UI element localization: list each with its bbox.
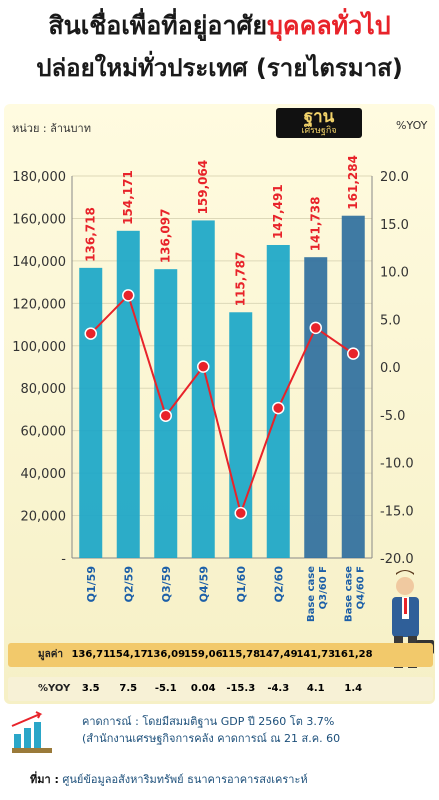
unit-label: หน่วย : ล้านบาท	[12, 122, 91, 135]
growth-bar-icon	[14, 734, 21, 748]
x-tick-label: Q3/60 F	[318, 566, 329, 609]
title-part-1: สินเชื่อเพื่อที่อยู่อาศัย	[48, 11, 268, 40]
source-line: ที่มา : ศูนย์ข้อมูลอสังหาริมทรัพย์ ธนาคา…	[30, 770, 435, 788]
forecast-note-line2: (สำนักงานเศรษฐกิจการคลัง คาดการณ์ ณ 21 ส…	[82, 732, 341, 745]
yoy-point	[234, 506, 247, 520]
businessman-tie	[404, 598, 407, 614]
yoy-row-label: %YOY	[38, 683, 71, 694]
bar-value-label: 161,284	[346, 155, 360, 210]
yoy-cell: -15.3	[226, 683, 256, 694]
title-part-highlight: บุคคลทั่วไป	[267, 11, 391, 40]
yoy-cell: 4.1	[306, 683, 325, 694]
y-right-tick-label: 5.0	[380, 313, 401, 328]
logo-main-text: ฐาน	[303, 107, 335, 127]
value-cell: 161,28	[333, 649, 373, 660]
y-left-tick-label: 100,000	[12, 340, 66, 355]
businessman-hair	[396, 570, 414, 575]
y-left-tick-label: 40,000	[21, 467, 67, 482]
x-tick-label: Q4/60 F	[355, 566, 366, 609]
x-tick-label: Q3/59	[160, 566, 173, 602]
value-cell: 136,71	[71, 649, 111, 660]
businessman-illustration	[396, 577, 414, 595]
yoy-point	[122, 289, 135, 302]
value-cell: 136,09	[146, 649, 186, 660]
yoy-cell: 3.5	[81, 683, 100, 694]
growth-bar-icon	[24, 728, 31, 748]
value-cell: 159,06	[183, 649, 223, 660]
bar-value-label: 154,171	[121, 170, 135, 225]
yoy-point	[309, 321, 322, 335]
forecast-note-line1: คาดการณ์ : โดยมีสมมติฐาน GDP ปี 2560 โต …	[82, 715, 335, 728]
value-row-label: มูลค่า	[38, 649, 64, 660]
bar	[191, 220, 215, 558]
y-right-tick-label: 10.0	[380, 266, 409, 281]
x-tick-label: Base case	[306, 566, 317, 622]
yoy-point	[159, 409, 172, 422]
y-left-tick-label: 180,000	[12, 170, 66, 185]
table-value-row: มูลค่า 136,71 154,17 136,09 159,06 115,78 147…	[8, 643, 433, 667]
bar	[229, 312, 253, 558]
yoy-line	[90, 293, 354, 517]
yoy-cell: 0.04	[190, 683, 216, 694]
y-right-tick-label: 15.0	[380, 218, 409, 233]
value-cell: 115,78	[221, 649, 261, 660]
yoy-cell: 1.4	[344, 683, 363, 694]
y-right-tick-label: -10.0	[380, 457, 414, 472]
y-left-tick-label: 80,000	[21, 382, 67, 397]
yoy-point	[272, 401, 285, 415]
y-right-tick-label: 20.0	[380, 170, 409, 185]
chart-title-line2: ปล่อยใหม่ทั่วประเทศ (รายไตรมาส)	[36, 54, 403, 82]
y-left-tick-label: 140,000	[12, 255, 66, 270]
y-right-tick-label: -15.0	[380, 504, 414, 519]
yoy-point	[197, 360, 210, 373]
source-text: ศูนย์ข้อมูลอสังหาริมทรัพย์ ธนาคารอาคารสง…	[62, 773, 308, 786]
logo-sub-text: เศรษฐกิจ	[301, 126, 337, 136]
table-yoy-row: %YOY 3.5 7.5 -5.1 0.04 -15.3 -4.3 4.1 1.4	[8, 677, 433, 701]
x-tick-label: Q1/60	[235, 566, 248, 603]
bar-value-label: 115,787	[234, 252, 248, 307]
bar-value-label: 136,097	[159, 209, 173, 264]
y-left-tick-label: 60,000	[21, 425, 67, 440]
value-cell: 147,49	[258, 649, 298, 660]
bar	[116, 230, 140, 558]
yoy-point	[84, 327, 97, 340]
forecast-note: คาดการณ์ : โดยมีสมมติฐาน GDP ปี 2560 โต …	[82, 713, 427, 747]
bar	[304, 257, 328, 558]
yoy-axis-label: %YOY	[396, 119, 428, 132]
bar	[341, 215, 365, 558]
x-tick-label: Base case	[343, 566, 354, 622]
source-label: ที่มา :	[30, 773, 59, 786]
bar-value-label: 159,064	[196, 160, 210, 215]
x-tick-label: Q4/59	[197, 566, 210, 602]
y-right-tick-label: -20.0	[380, 552, 414, 567]
growth-bar-icon	[34, 722, 41, 748]
bar-value-label: 147,491	[271, 184, 285, 239]
y-left-tick-label: 20,000	[21, 510, 67, 525]
yoy-cell: -5.1	[154, 683, 177, 694]
chart-title-line1: สินเชื่อเพื่อที่อยู่อาศัยบุคคลทั่วไป	[0, 6, 439, 46]
y-right-tick-label: -5.0	[380, 409, 405, 424]
growth-chart-icon	[12, 748, 52, 753]
publisher-logo: ฐาน เศรษฐกิจ	[276, 108, 362, 138]
yoy-cell: -4.3	[267, 683, 290, 694]
value-cell: 154,17	[108, 649, 148, 660]
bar-value-label: 136,718	[84, 207, 98, 262]
value-cell: 141,73	[296, 649, 336, 660]
y-left-tick-label: -	[61, 552, 66, 567]
bar	[266, 244, 290, 558]
y-right-tick-label: 0.0	[380, 361, 401, 376]
x-tick-label: Q2/60	[272, 566, 285, 603]
y-left-tick-label: 160,000	[12, 212, 66, 227]
yoy-cell: 7.5	[119, 683, 138, 694]
x-tick-label: Q2/59	[122, 566, 135, 602]
yoy-point	[347, 347, 360, 360]
y-left-tick-label: 120,000	[12, 297, 66, 312]
bar-value-label: 141,738	[309, 197, 323, 252]
growth-arrow-icon	[11, 711, 43, 727]
bar	[79, 267, 103, 558]
x-tick-label: Q1/59	[85, 566, 98, 602]
